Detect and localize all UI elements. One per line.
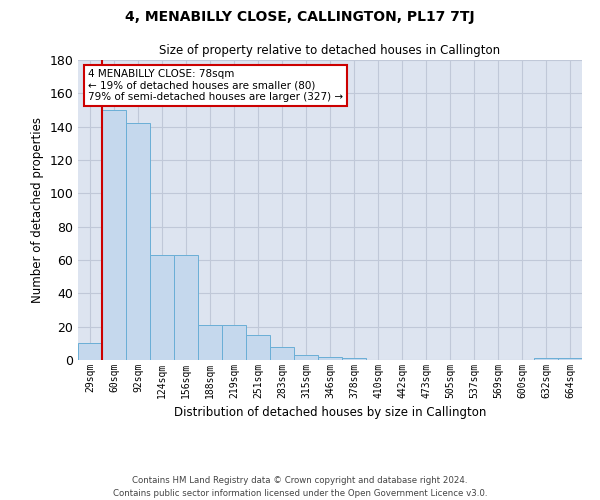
Bar <box>558 358 582 360</box>
Bar <box>174 255 198 360</box>
Text: 4 MENABILLY CLOSE: 78sqm
← 19% of detached houses are smaller (80)
79% of semi-d: 4 MENABILLY CLOSE: 78sqm ← 19% of detach… <box>88 69 343 102</box>
Bar <box>318 356 342 360</box>
Bar <box>222 325 246 360</box>
Bar <box>294 355 318 360</box>
Text: Contains HM Land Registry data © Crown copyright and database right 2024.
Contai: Contains HM Land Registry data © Crown c… <box>113 476 487 498</box>
Bar <box>270 346 294 360</box>
Bar <box>126 124 150 360</box>
Bar <box>78 344 102 360</box>
Bar <box>198 325 222 360</box>
Text: 4, MENABILLY CLOSE, CALLINGTON, PL17 7TJ: 4, MENABILLY CLOSE, CALLINGTON, PL17 7TJ <box>125 10 475 24</box>
Bar <box>342 358 366 360</box>
Bar <box>102 110 126 360</box>
Y-axis label: Number of detached properties: Number of detached properties <box>31 117 44 303</box>
X-axis label: Distribution of detached houses by size in Callington: Distribution of detached houses by size … <box>174 406 486 420</box>
Bar <box>246 335 270 360</box>
Title: Size of property relative to detached houses in Callington: Size of property relative to detached ho… <box>160 44 500 58</box>
Bar <box>150 255 174 360</box>
Bar <box>534 358 558 360</box>
